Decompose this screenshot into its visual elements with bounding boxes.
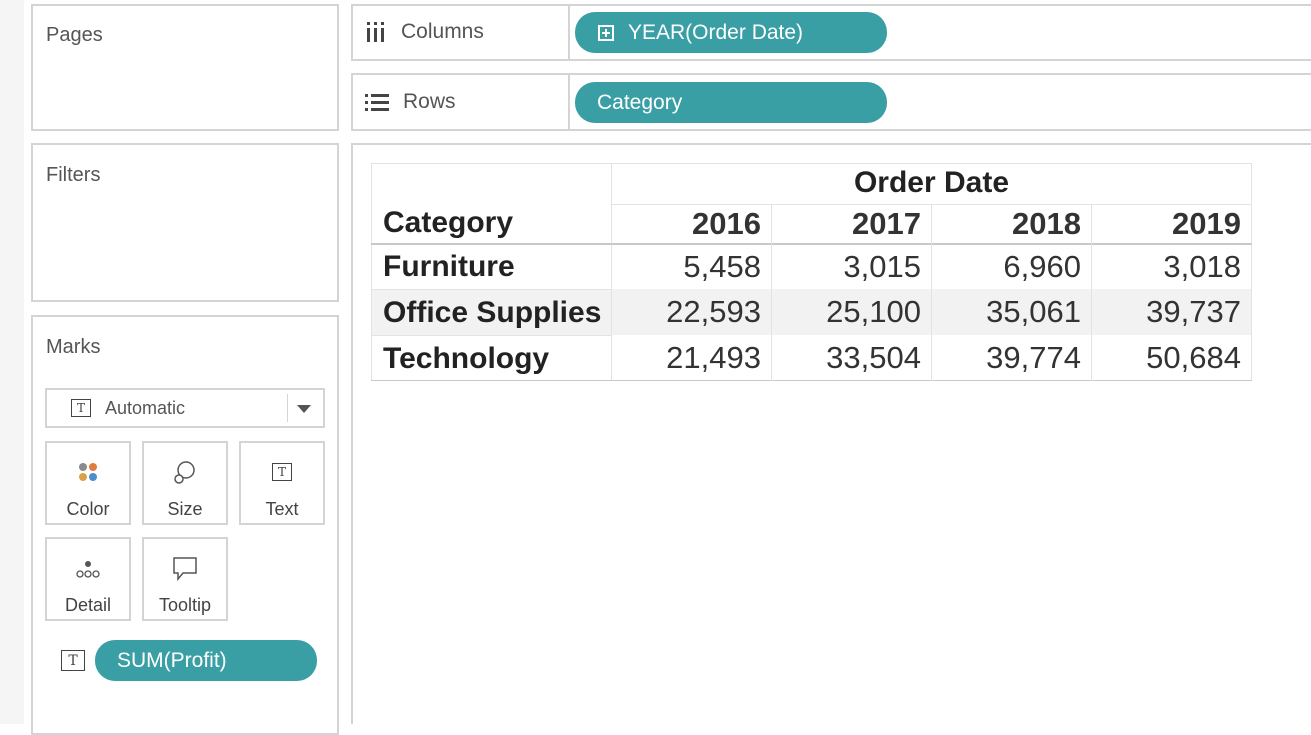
year-header[interactable]: 2016 [692,206,761,241]
value-cell[interactable]: 6,960 [1003,249,1081,284]
value-cell[interactable]: 39,774 [986,340,1081,375]
size-button[interactable]: Size [142,441,228,525]
filters-card[interactable]: Filters [31,143,339,302]
text-button[interactable]: T Text [239,441,325,525]
text-icon: T [272,463,292,481]
color-label: Color [66,499,110,519]
value-cell[interactable]: 25,100 [826,294,921,329]
chevron-down-icon[interactable] [297,405,311,413]
detail-button[interactable]: Detail [45,537,131,621]
category-cell[interactable]: Office Supplies [383,296,602,329]
columns-label: Columns [401,20,484,43]
tooltip-icon [144,555,226,583]
view-canvas [351,143,1311,724]
value-cell[interactable]: 39,737 [1146,294,1241,329]
rows-icon [365,94,389,111]
tooltip-button[interactable]: Tooltip [142,537,228,621]
value-cell[interactable]: 3,018 [1163,249,1241,284]
mark-type-dropdown[interactable]: T Automatic [45,388,325,428]
pages-card: Pages [31,4,339,131]
detail-label: Detail [64,595,112,615]
rows-label: Rows [403,90,456,113]
size-label: Size [167,499,203,519]
category-cell[interactable]: Furniture [383,250,515,283]
text-label: Text [265,499,299,519]
columns-icon [367,22,384,42]
category-cell[interactable]: Technology [383,342,550,375]
value-cell[interactable]: 21,493 [666,340,761,375]
text-encoding-icon: T [61,650,85,671]
expand-icon[interactable] [598,24,614,41]
filters-title: Filters [46,164,101,186]
value-cell[interactable]: 22,593 [666,294,761,329]
value-cell[interactable]: 3,015 [843,249,921,284]
year-header[interactable]: 2017 [852,206,921,241]
rows-pill-label: Category [597,90,683,114]
rows-pill[interactable]: Category [575,82,887,123]
category-header[interactable]: Category [383,206,514,239]
columns-shelf-label-box: Columns [351,4,570,61]
text-mark-icon: T [71,399,91,417]
order-date-header[interactable]: Order Date [853,166,1010,199]
color-button[interactable]: Color [45,441,131,525]
pages-title: Pages [46,24,103,46]
tooltip-label: Tooltip [158,595,212,615]
left-panel-strip [0,0,24,724]
value-cell[interactable]: 35,061 [986,294,1081,329]
mark-type-value: Automatic [105,397,186,418]
columns-pill-label: YEAR(Order Date) [628,20,804,44]
color-icon [47,459,129,487]
detail-icon [47,555,129,583]
year-header[interactable]: 2019 [1172,206,1241,241]
row-band [371,289,1251,335]
columns-pill[interactable]: YEAR(Order Date) [575,12,887,53]
value-cell[interactable]: 5,458 [683,249,761,284]
sum-profit-label: SUM(Profit) [117,648,227,672]
size-icon [144,459,226,487]
value-cell[interactable]: 33,504 [826,340,921,375]
rows-shelf-label-box: Rows [351,73,570,131]
value-cell[interactable]: 50,684 [1146,340,1241,375]
year-header[interactable]: 2018 [1012,206,1081,241]
sum-profit-pill[interactable]: SUM(Profit) [95,640,317,681]
marks-title: Marks [46,336,101,358]
